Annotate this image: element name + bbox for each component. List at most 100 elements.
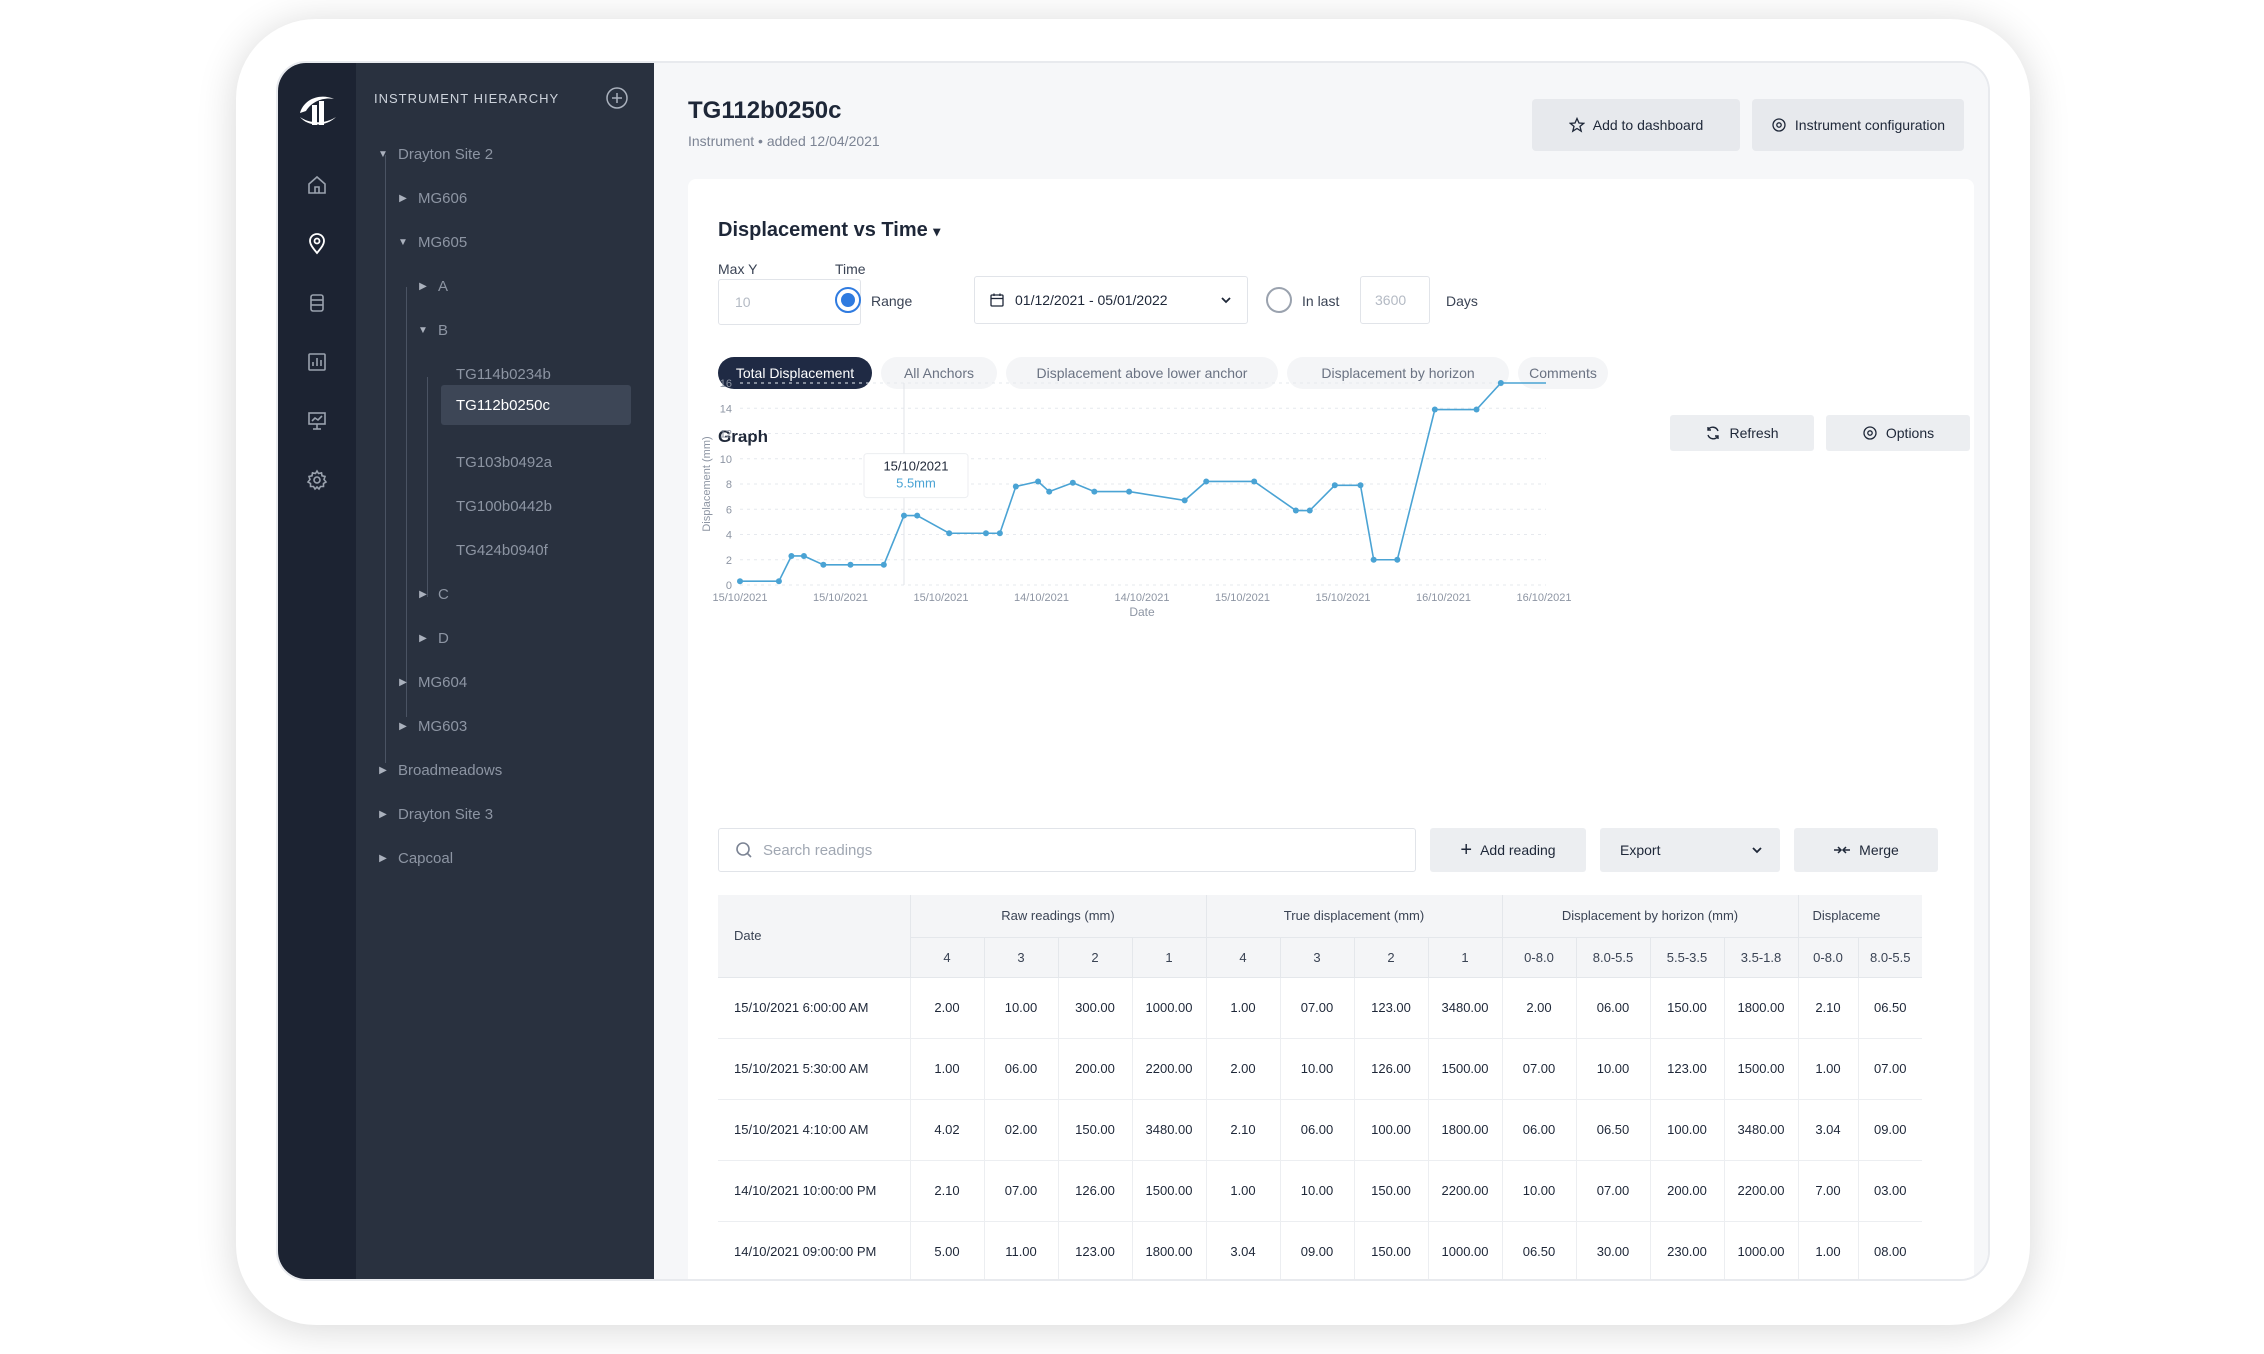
data-point [1370, 556, 1377, 563]
merge-button[interactable]: Merge [1794, 828, 1938, 872]
tree-item-b[interactable]: ▼ B [418, 321, 449, 339]
home-icon[interactable] [299, 167, 335, 203]
tooltip-value: 5.5mm [896, 476, 936, 491]
instrument-configuration-button[interactable]: Instrument configuration [1752, 99, 1964, 151]
table-row[interactable]: 15/10/2021 6:00:00 AM 2.00 10.00 300.00 1000… [718, 977, 1922, 1039]
table-cell: 2200.00 [1427, 1160, 1502, 1222]
sub-column-header: 4 [909, 937, 984, 978]
table-cell: 2.00 [1205, 1038, 1280, 1100]
tree-guide-line [385, 155, 386, 763]
tab-comments[interactable]: Comments [1518, 357, 1608, 389]
chevron-down-icon [1752, 847, 1762, 854]
table-cell: 3.04 [1797, 1099, 1858, 1161]
tree-item-mg604[interactable]: ▶ MG604 [399, 673, 468, 691]
gear-icon[interactable] [299, 462, 335, 498]
date-range-picker[interactable]: 01/12/2021 - 05/01/2022 [974, 276, 1248, 324]
tab-displacement-by-horizon[interactable]: Displacement by horizon [1287, 357, 1509, 389]
sub-column-header: 8.0-5.5 [1857, 937, 1922, 978]
plus-icon: + [1460, 839, 1473, 861]
app-window: INSTRUMENT HIERARCHY ▼ Drayton Site 2 ▶ MG… [276, 61, 1990, 1281]
table-cell: 1500.00 [1427, 1038, 1502, 1100]
y-tick-label: 4 [726, 530, 732, 542]
presentation-icon[interactable] [299, 403, 335, 439]
tree-item-c[interactable]: ▶ C [419, 585, 449, 603]
data-point [1012, 483, 1019, 490]
data-point [1473, 406, 1480, 413]
table-cell: 1500.00 [1723, 1038, 1798, 1100]
add-to-dashboard-button[interactable]: Add to dashboard [1532, 99, 1740, 151]
table-row[interactable]: 14/10/2021 10:00:00 PM 2.10 07.00 126.00 150… [718, 1160, 1922, 1222]
logo-icon [300, 96, 336, 125]
tree-item-tg112b0250c[interactable]: TG112b0250c [441, 385, 631, 425]
options-button[interactable]: Options [1826, 415, 1970, 451]
tree-item-tg100b0442b[interactable]: TG100b0442b [456, 497, 552, 515]
date-column-header[interactable]: Date [718, 895, 910, 978]
tree-item-mg605[interactable]: ▼ MG605 [398, 233, 468, 251]
table-cell: 09.00 [1857, 1099, 1922, 1161]
range-radio[interactable] [835, 287, 861, 313]
refresh-button[interactable]: Refresh [1670, 415, 1814, 451]
data-point [820, 561, 827, 568]
in-last-radio[interactable] [1266, 287, 1292, 313]
search-readings-input[interactable]: Search readings [718, 828, 1416, 872]
data-point [1331, 482, 1338, 489]
table-cell: 2200.00 [1131, 1038, 1206, 1100]
page-subtitle: Instrument • added 12/04/2021 [688, 133, 880, 149]
data-point [737, 578, 743, 585]
table-row[interactable]: 15/10/2021 4:10:00 AM 4.02 02.00 150.00 3480… [718, 1099, 1922, 1161]
table-cell: 126.00 [1057, 1160, 1132, 1222]
x-tick-label: 15/10/2021 [1215, 592, 1270, 604]
y-tick-label: 8 [726, 479, 732, 491]
bar-chart-icon[interactable] [299, 344, 335, 380]
tree-item-capcoal[interactable]: ▶ Capcoal [379, 849, 454, 867]
tree-item-a[interactable]: ▶ A [419, 277, 449, 295]
table-cell: 150.00 [1649, 977, 1724, 1039]
table-cell: 3480.00 [1427, 977, 1502, 1039]
tab-total-displacement[interactable]: Total Displacement [718, 357, 872, 389]
table-cell: 300.00 [1057, 977, 1132, 1039]
tree-item-tg114b0234b[interactable]: TG114b0234b [456, 365, 551, 383]
table-cell: 07.00 [1501, 1038, 1576, 1100]
tooltip-box [863, 453, 969, 499]
table-cell: 4.02 [909, 1099, 984, 1161]
table-cell: 1.00 [1797, 1221, 1858, 1279]
data-point [1046, 488, 1053, 495]
group-header-true: True displacement (mm) [1205, 895, 1502, 938]
table-cell: 150.00 [1353, 1221, 1428, 1279]
sub-column-header: 1 [1427, 937, 1502, 978]
data-point [775, 578, 782, 585]
export-dropdown[interactable]: Export [1600, 828, 1780, 872]
table-cell: 11.00 [983, 1221, 1058, 1279]
table-cell: 10.00 [983, 977, 1058, 1039]
table-cell: 123.00 [1057, 1221, 1132, 1279]
x-tick-label: 15/10/2021 [813, 592, 868, 604]
table-cell: 1800.00 [1427, 1099, 1502, 1161]
table-cell: 2200.00 [1723, 1160, 1798, 1222]
tree-item-drayton-site-3[interactable]: ▶ Drayton Site 3 [379, 805, 494, 823]
tree-item-mg606[interactable]: ▶ MG606 [399, 189, 468, 207]
data-point [1203, 478, 1210, 485]
tree-item-tg424b0940f[interactable]: TG424b0940f [456, 541, 548, 559]
table-cell: 126.00 [1353, 1038, 1428, 1100]
add-circle-icon[interactable] [604, 85, 630, 111]
add-reading-button[interactable]: + Add reading [1430, 828, 1586, 872]
tree-item-d[interactable]: ▶ D [419, 629, 449, 647]
y-tick-label: 6 [726, 504, 732, 516]
x-tick-label: 16/10/2021 [1416, 592, 1471, 604]
tab-all-anchors[interactable]: All Anchors [881, 357, 997, 389]
table-row[interactable]: 14/10/2021 09:00:00 PM 5.00 11.00 123.00 180… [718, 1221, 1922, 1279]
in-last-input[interactable]: 3600 [1360, 276, 1430, 324]
row-date-cell: 15/10/2021 6:00:00 AM [718, 977, 910, 1039]
data-point [1431, 406, 1438, 413]
table-cell: 08.00 [1857, 1221, 1922, 1279]
tree-item-tg103b0492a[interactable]: TG103b0492a [456, 453, 552, 471]
location-pin-icon[interactable] [299, 226, 335, 262]
y-tick-label: 16 [720, 378, 732, 390]
tab-displacement-above-lower-anchor[interactable]: Displacement above lower anchor [1006, 357, 1278, 389]
tree-item-broadmeadows[interactable]: ▶ Broadmeadows [379, 761, 503, 779]
chart-type-dropdown[interactable]: Displacement vs Time ▾ [718, 219, 941, 241]
tree-item-mg603[interactable]: ▶ MG603 [399, 717, 468, 735]
database-icon[interactable] [299, 285, 335, 321]
tree-item-drayton-site-2[interactable]: ▼ Drayton Site 2 [378, 145, 494, 163]
table-row[interactable]: 15/10/2021 5:30:00 AM 1.00 06.00 200.00 2200… [718, 1038, 1922, 1100]
